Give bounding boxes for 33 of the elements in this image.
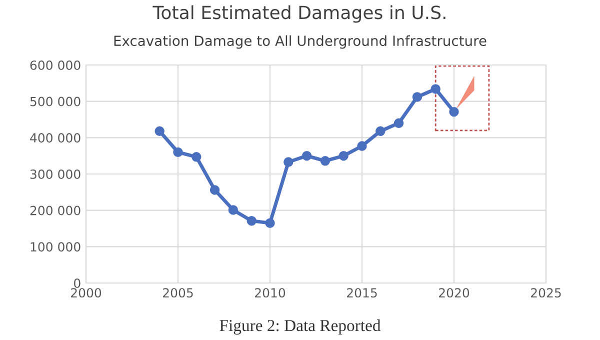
point [192, 152, 202, 162]
point [210, 185, 220, 195]
y-tick-label: 600 000 [30, 60, 80, 70]
y-tick-label: 400 000 [30, 133, 80, 143]
point [412, 92, 422, 102]
point [338, 150, 348, 161]
point [357, 141, 367, 151]
point [173, 147, 183, 158]
x-tick-label: 2015 [347, 288, 377, 298]
y-tick-label: 200 000 [30, 206, 80, 216]
point [449, 107, 459, 117]
chart-title: Total Estimated Damages in U.S. [152, 5, 446, 23]
point [320, 156, 330, 166]
point [246, 216, 256, 226]
point [154, 126, 164, 136]
point [228, 205, 238, 215]
y-tick-label: 500 000 [30, 96, 80, 106]
y-tick-label: 100 000 [30, 242, 80, 252]
point [376, 126, 386, 136]
x-tick-label: 2000 [71, 288, 102, 298]
point [394, 118, 404, 128]
caption: Figure 2: Data Reported [220, 319, 381, 335]
x-tick-label: 2020 [439, 288, 470, 298]
point [302, 150, 312, 161]
point [430, 84, 440, 94]
chart-subtitle: Excavation Damage to All Underground Infrastructure [114, 35, 486, 49]
y-tick-label: 0 [74, 278, 80, 288]
y-tick-label: 300 000 [30, 169, 80, 179]
point [284, 157, 294, 167]
x-tick-label: 2005 [163, 288, 193, 298]
x-tick-label: 2025 [531, 288, 561, 298]
x-tick-label: 2010 [255, 288, 286, 298]
point [265, 218, 275, 228]
